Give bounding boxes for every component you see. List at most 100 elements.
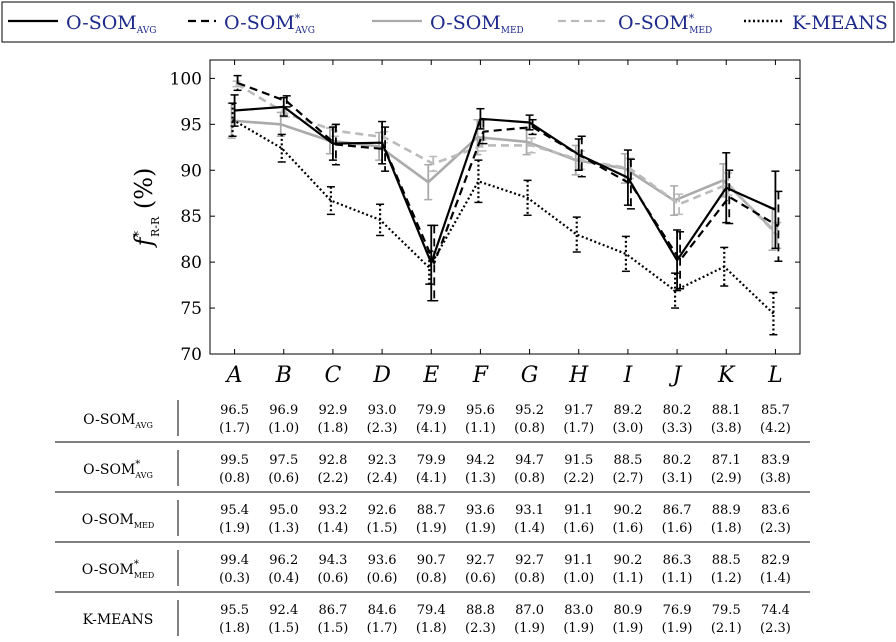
table-cell-value: 94.2 <box>466 453 495 468</box>
table-cell-value: 76.9 <box>663 603 692 618</box>
table-cell-std: (1.8) <box>416 621 447 636</box>
table-cell-std: (2.7) <box>613 471 644 486</box>
table-cell-value: 93.6 <box>466 503 495 518</box>
table-cell-value: 79.9 <box>417 453 446 468</box>
table-cell-std: (0.6) <box>367 571 398 586</box>
x-tick-label: E <box>422 363 439 388</box>
table-cell-value: 96.5 <box>220 403 249 418</box>
x-tick-label: L <box>767 363 783 388</box>
table-cell-std: (1.8) <box>318 421 349 436</box>
table-cell-value: 86.7 <box>663 503 692 518</box>
x-tick-label: F <box>472 363 489 388</box>
legend: O-SOMAVG O-SOM* AVG O-SOMMED O-SOM* MED K-MEAN… <box>1 1 895 43</box>
table-cell-value: 88.5 <box>613 453 642 468</box>
table-cell-value: 95.0 <box>269 503 298 518</box>
plot-area: 70 75 80 85 90 95 100 f* R-R (%) A B C D E F G H I J K L <box>130 59 801 388</box>
table-cell-std: (1.4) <box>514 521 545 536</box>
table-cell-std: (0.8) <box>514 421 545 436</box>
table-cell-value: 95.6 <box>466 403 495 418</box>
series-line-avg <box>234 105 776 265</box>
table-cell-value: 94.7 <box>515 453 544 468</box>
table-cell-value: 92.7 <box>515 553 544 568</box>
y-tick-label: 70 <box>180 345 202 365</box>
y-tick-label: 85 <box>180 207 202 227</box>
table-cell-value: 83.6 <box>761 503 790 518</box>
table-cell-std: (2.2) <box>318 471 349 486</box>
table-cell-value: 97.5 <box>269 453 298 468</box>
table-cell-value: 99.4 <box>220 553 249 568</box>
table-cell-std: (0.8) <box>514 471 545 486</box>
table-cell-std: (0.6) <box>318 571 349 586</box>
table-cell-std: (0.8) <box>514 571 545 586</box>
table-cell-std: (1.7) <box>219 421 250 436</box>
table-cell-value: 79.5 <box>712 603 741 618</box>
table-cell-value: 88.8 <box>466 603 495 618</box>
table-cell-std: (1.9) <box>514 621 545 636</box>
table-cell-std: (2.1) <box>711 621 742 636</box>
table-cell-value: 80.9 <box>613 603 642 618</box>
table-cell-std: (1.6) <box>662 521 693 536</box>
table-cell-std: (1.4) <box>760 571 791 586</box>
table-cell-value: 90.7 <box>417 553 446 568</box>
legend-label-km: K-MEANS <box>792 12 888 34</box>
x-tick-label: A <box>225 363 243 388</box>
table-cell-value: 90.2 <box>613 503 642 518</box>
table-cell-std: (1.8) <box>711 521 742 536</box>
table-cell-std: (1.9) <box>465 521 496 536</box>
table-cell-std: (1.9) <box>662 621 693 636</box>
table-cell-std: (0.3) <box>219 571 250 586</box>
table-cell-value: 88.5 <box>712 553 741 568</box>
table-cell-value: 86.3 <box>663 553 692 568</box>
table-cell-std: (2.9) <box>711 471 742 486</box>
table-cell-std: (1.5) <box>318 621 349 636</box>
table-cell-std: (4.1) <box>416 421 447 436</box>
table-cell-std: (1.3) <box>268 521 299 536</box>
table-cell-std: (2.2) <box>563 471 594 486</box>
table-cell-value: 92.7 <box>466 553 495 568</box>
table-cell-value: 92.6 <box>368 503 397 518</box>
table-cell-value: 91.5 <box>564 453 593 468</box>
table-cell-std: (4.1) <box>416 471 447 486</box>
table-cell-value: 85.7 <box>761 403 790 418</box>
x-tick-label: C <box>324 363 341 388</box>
table-cell-value: 74.4 <box>761 603 790 618</box>
table-cell-std: (1.7) <box>367 621 398 636</box>
table-cell-value: 93.2 <box>318 503 347 518</box>
y-tick-label: 95 <box>180 115 202 135</box>
table-cell-value: 79.4 <box>417 603 446 618</box>
series-avg <box>230 94 780 302</box>
x-tick-label: K <box>717 363 736 388</box>
table-cell-std: (1.5) <box>367 521 398 536</box>
table-cell-std: (3.8) <box>711 421 742 436</box>
table-cell-std: (1.0) <box>268 421 299 436</box>
table-cell-std: (1.1) <box>662 571 693 586</box>
table-cell-std: (0.6) <box>465 571 496 586</box>
table-cell-std: (1.1) <box>613 571 644 586</box>
legend-label-avgs: O-SOM* AVG <box>224 12 315 36</box>
table-cell-value: 92.8 <box>318 453 347 468</box>
table-cell-value: 86.7 <box>318 603 347 618</box>
y-tick-label: 80 <box>180 253 202 273</box>
table-cell-std: (1.5) <box>268 621 299 636</box>
table-cell-std: (0.8) <box>219 471 250 486</box>
table-cell-value: 92.9 <box>318 403 347 418</box>
table-cell-std: (3.1) <box>662 471 693 486</box>
table-cell-value: 87.1 <box>712 453 741 468</box>
table-cell-std: (1.9) <box>563 621 594 636</box>
table-cell-std: (2.3) <box>760 621 791 636</box>
x-tick-label: G <box>521 363 539 388</box>
table-cell-value: 92.4 <box>269 603 298 618</box>
table-cell-value: 88.7 <box>417 503 446 518</box>
table-cell-std: (1.1) <box>465 421 496 436</box>
table-cell-value: 95.5 <box>220 603 249 618</box>
x-tick-label: B <box>275 363 292 388</box>
table-cell-std: (1.2) <box>711 571 742 586</box>
table-cell-value: 88.9 <box>712 503 741 518</box>
table-cell-std: (2.4) <box>367 471 398 486</box>
x-tick-label: D <box>372 363 391 388</box>
y-tick-label: 90 <box>180 161 202 181</box>
table-cell-value: 99.5 <box>220 453 249 468</box>
table-cell-value: 93.6 <box>368 553 397 568</box>
table-cell-std: (1.3) <box>465 471 496 486</box>
